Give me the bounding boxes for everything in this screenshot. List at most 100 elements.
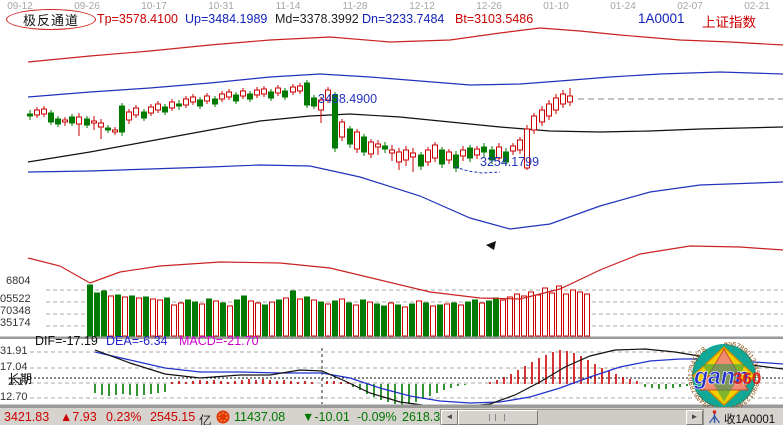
scroll-right-button[interactable]: ► [686,410,703,425]
second-change: ▼-10.01 [302,410,350,424]
volume-bar [185,299,191,337]
candle-body [126,111,132,121]
volume-bar [360,299,366,337]
volume-bar [479,302,485,337]
volume-bar [122,296,128,337]
candle-body [546,103,552,117]
candle-body [332,94,338,149]
volume-bar [430,305,436,337]
candle-body [282,90,288,98]
candle-body [567,95,573,103]
volume-bar [192,301,198,337]
volume-bar [353,304,359,337]
volume-bar [262,304,268,337]
candle-body [27,113,33,117]
candle-body [233,94,239,102]
volume-bar [395,304,401,337]
volume-bar [213,300,219,337]
candle-body [410,152,416,158]
volume-bar [87,284,93,337]
candle-body [41,108,47,115]
market-name: 上证指数 [702,15,756,30]
candle-body [148,106,154,114]
scroll-left-button[interactable]: ◄ [441,410,458,425]
volume-bar [255,302,261,337]
candle-body [197,99,203,107]
candle-body [62,119,68,123]
macd-axis-label: 2.17 [8,376,30,388]
volume-bar [318,301,324,337]
macd-value-label: MACD=-21.70 [179,334,259,348]
volume-bar [500,299,506,337]
volume-bar [150,298,156,337]
channel-param-label: Md=3378.3992 [275,12,359,26]
candle-body [48,112,54,123]
volume-bar [143,296,149,337]
volume-bar [234,299,240,337]
volume-bar [220,302,226,337]
volume-bar [304,296,310,337]
volume-bar [171,304,177,337]
volume-bar [514,293,520,337]
candle-body [524,128,530,169]
candle-body [432,144,438,159]
logo-suffix: 360 [733,369,761,388]
volume-bar [472,299,478,337]
candle-body [275,87,281,94]
candle-body [553,97,559,111]
candle-body [396,151,402,163]
volume-bar [493,297,499,337]
index-change-pct: 0.23% [106,410,142,424]
volume-bar [444,303,450,337]
volume-bar [199,303,205,337]
candle-body [119,105,125,133]
candle-body [311,97,317,107]
low-support-dash [454,166,501,174]
second-price: 11437.08 [234,410,286,424]
volume-bar [164,297,170,337]
scrollbar-thumb[interactable] [458,410,538,425]
candle-body [254,89,260,96]
date-label: 11-28 [342,1,368,12]
candle-body [354,131,360,150]
volume-bar [507,296,513,337]
candle-body [531,115,537,131]
candle-body [268,91,274,99]
volume-bar [570,289,576,337]
volume-bar [458,304,464,337]
volume-bar [227,305,233,337]
candle-body [460,149,466,157]
candle-body [539,109,545,123]
candle-body [69,116,75,124]
candle-body [446,151,452,161]
candle-body [375,143,381,148]
horizontal-scrollbar[interactable]: ◄ ► [440,409,704,425]
candle-body [133,107,139,116]
candle-body [489,149,495,161]
volume-bar [283,297,289,337]
date-label: 10-17 [141,1,167,12]
volume-bar [178,302,184,337]
candle-body [290,86,296,93]
candle-body [212,98,218,105]
volume-bar [556,285,562,337]
candle-body [496,146,502,159]
volume-bar [402,306,408,337]
candle-body [361,136,367,153]
date-label: 12-12 [409,1,435,12]
volume-bar [535,294,541,337]
candle-body [368,141,374,155]
volume-axis-label: 35174 [0,317,31,329]
date-label: 01-24 [610,1,636,12]
volume-bar [325,303,331,337]
dea-value-label: DEA=-6.34 [106,334,168,348]
channel-param-label: Tp=3578.4100 [97,12,178,26]
volume-bar [451,302,457,337]
channel-dn-line [27,164,783,230]
volume-bar [108,295,114,337]
date-label: 11-14 [275,1,301,12]
candle-body [219,93,225,100]
candle-body [190,96,196,103]
status-bar: 3421.83 ▲7.93 0.23% 2545.15 亿 11437.08 ▼… [0,407,783,425]
